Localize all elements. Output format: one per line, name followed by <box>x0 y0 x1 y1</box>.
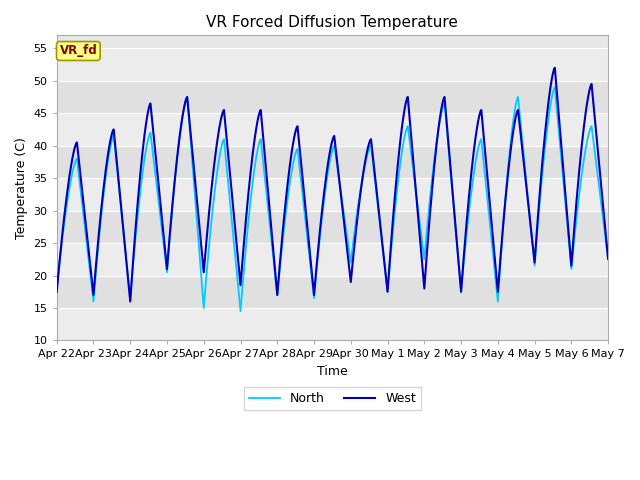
West <box>369 153 377 159</box>
West <box>551 65 559 71</box>
North <box>447 174 455 180</box>
Bar <box>57 308 608 340</box>
North <box>82 231 90 237</box>
X-axis label: Time: Time <box>317 365 348 378</box>
Bar <box>57 243 608 276</box>
North <box>551 84 559 90</box>
North <box>237 308 244 314</box>
Title: VR Forced Diffusion Temperature: VR Forced Diffusion Temperature <box>207 15 458 30</box>
North <box>53 286 61 291</box>
Legend: North, West: North, West <box>244 387 421 410</box>
Line: North: North <box>57 87 640 311</box>
Bar <box>57 178 608 211</box>
West <box>447 170 455 176</box>
Bar <box>57 276 608 308</box>
North <box>372 192 380 197</box>
West <box>372 187 380 193</box>
Bar <box>57 81 608 113</box>
West <box>479 127 487 133</box>
Bar <box>57 48 608 81</box>
North <box>479 155 487 160</box>
West <box>126 299 134 304</box>
West <box>53 289 61 295</box>
West <box>392 178 400 183</box>
Bar <box>57 211 608 243</box>
Line: West: West <box>57 68 640 301</box>
North <box>369 159 377 165</box>
North <box>392 194 400 200</box>
Bar <box>57 146 608 178</box>
Bar <box>57 113 608 146</box>
Y-axis label: Temperature (C): Temperature (C) <box>15 137 28 239</box>
West <box>82 220 90 226</box>
Text: VR_fd: VR_fd <box>60 45 97 58</box>
